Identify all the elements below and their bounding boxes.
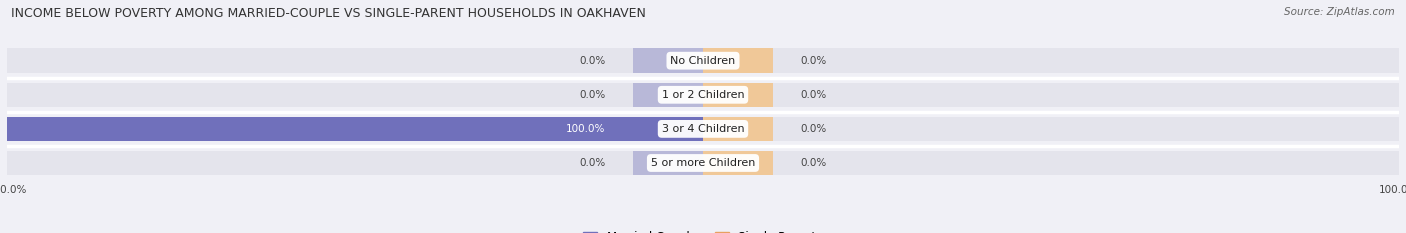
Bar [7, 48, 703, 73]
Bar [703, 116, 773, 141]
Text: 0.0%: 0.0% [800, 158, 827, 168]
Bar [703, 116, 1399, 141]
Text: 0.0%: 0.0% [800, 56, 827, 66]
Bar [633, 151, 703, 175]
Bar [633, 82, 703, 107]
Bar [703, 48, 773, 73]
Text: 3 or 4 Children: 3 or 4 Children [662, 124, 744, 134]
Legend: Married Couples, Single Parents: Married Couples, Single Parents [579, 226, 827, 233]
Text: 0.0%: 0.0% [800, 124, 827, 134]
Text: 1 or 2 Children: 1 or 2 Children [662, 90, 744, 100]
Text: 0.0%: 0.0% [579, 56, 606, 66]
Text: INCOME BELOW POVERTY AMONG MARRIED-COUPLE VS SINGLE-PARENT HOUSEHOLDS IN OAKHAVE: INCOME BELOW POVERTY AMONG MARRIED-COUPL… [11, 7, 647, 20]
Text: 0.0%: 0.0% [579, 90, 606, 100]
Text: 5 or more Children: 5 or more Children [651, 158, 755, 168]
Text: 0.0%: 0.0% [579, 158, 606, 168]
Bar [7, 116, 703, 141]
Bar [7, 151, 703, 175]
Bar [703, 151, 773, 175]
Text: 100.0%: 100.0% [567, 124, 606, 134]
Text: 0.0%: 0.0% [800, 90, 827, 100]
Text: No Children: No Children [671, 56, 735, 66]
Bar [633, 48, 703, 73]
Text: Source: ZipAtlas.com: Source: ZipAtlas.com [1284, 7, 1395, 17]
Bar [703, 48, 1399, 73]
Bar [703, 82, 1399, 107]
Bar [703, 151, 1399, 175]
Bar [703, 82, 773, 107]
Bar [7, 116, 703, 141]
Bar [7, 82, 703, 107]
